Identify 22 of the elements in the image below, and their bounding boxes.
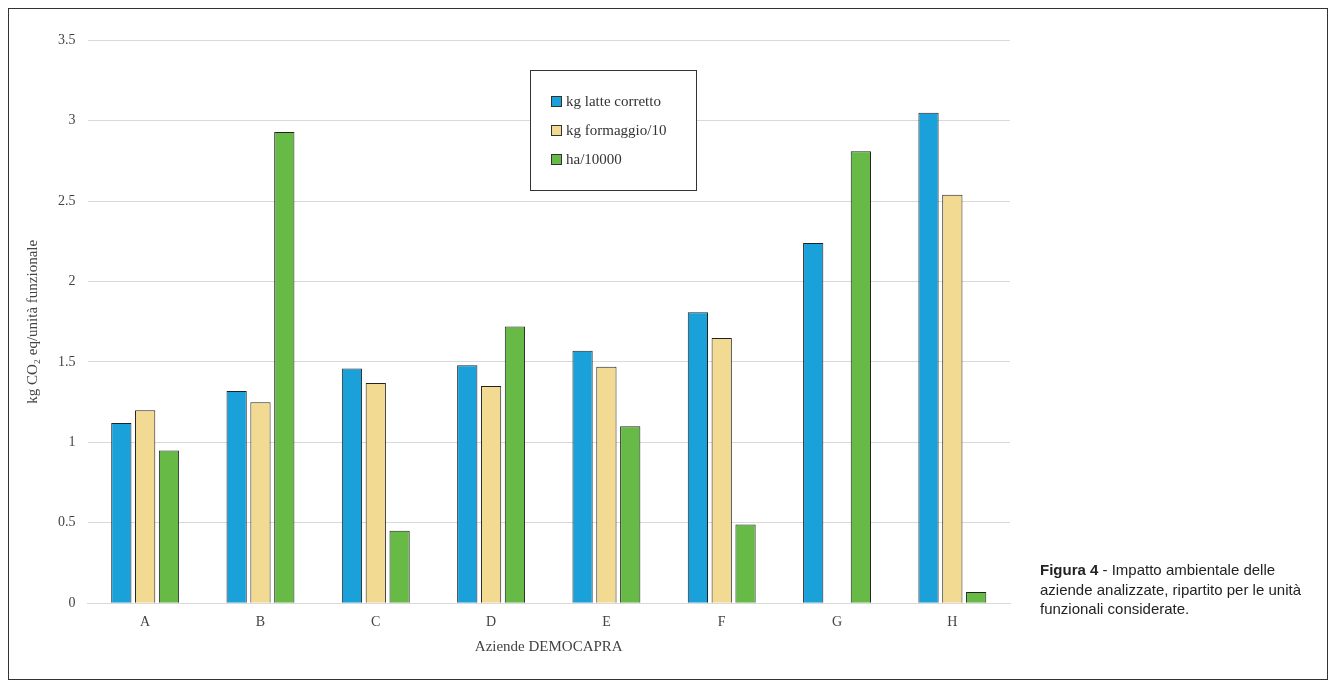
- x-tick-label: B: [255, 614, 266, 630]
- legend-label: kg latte corretto: [565, 93, 662, 110]
- x-tick-label: A: [140, 614, 152, 630]
- y-tick-label: 3: [68, 112, 76, 128]
- text: Figura 4 - Impatto ambientale delle aziende analizzate, ripartito per le unità funzionali considerate.: [1040, 560, 1302, 619]
- x-tick-label: D: [486, 614, 497, 630]
- y-tick-label: 1.5: [58, 353, 76, 369]
- x-tick-label: F: [717, 614, 726, 630]
- legend-label: kg formaggio/10: [565, 122, 667, 139]
- y-tick-label: 1: [68, 434, 76, 450]
- x-tick-label: G: [831, 614, 843, 630]
- x-tick-label: C: [371, 614, 381, 630]
- x-axis-title: Aziende DEMOCAPRA: [474, 637, 623, 654]
- y-axis-title: kg CO₂ eq/unità funzionale: [23, 239, 40, 404]
- y-tick-label: 2.5: [58, 192, 76, 208]
- x-tick-label: H: [947, 614, 958, 630]
- y-tick-label: 0.5: [58, 514, 76, 530]
- x-tick-label: E: [602, 614, 611, 630]
- y-tick-label: 2: [68, 273, 76, 289]
- y-tick-label: 0: [68, 594, 76, 610]
- y-tick-label: 3.5: [58, 32, 76, 48]
- legend-label: ha/10000: [565, 151, 623, 168]
